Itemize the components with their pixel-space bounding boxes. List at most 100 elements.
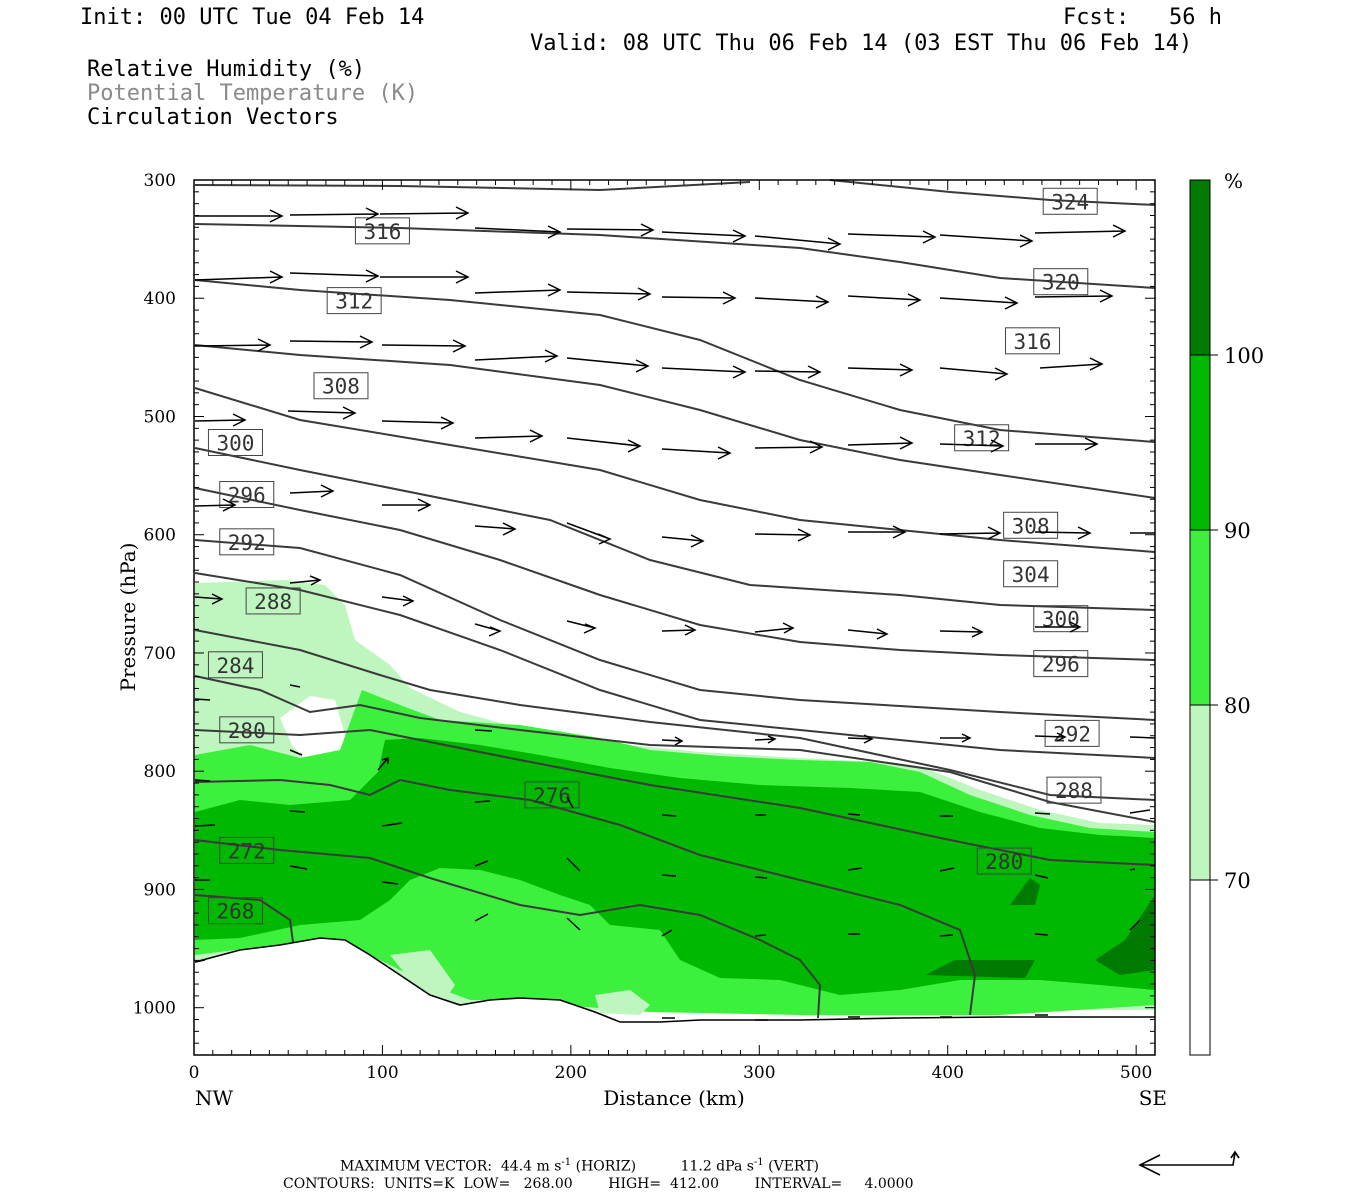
theta-label: 320 xyxy=(1033,268,1089,296)
forecast-hour: Fcst: 56 h xyxy=(1063,5,1222,30)
theta-label-value: 276 xyxy=(533,784,571,808)
y-tick-label: 300 xyxy=(144,171,176,191)
theta-label-box xyxy=(954,424,1010,452)
theta-label-box xyxy=(1046,776,1102,804)
theta-label-box xyxy=(219,481,275,509)
colorbar-label: 100 xyxy=(1224,344,1264,368)
theta-label: 296 xyxy=(219,481,275,509)
vector-row-450 xyxy=(194,335,1104,381)
x-tick-label: 400 xyxy=(931,1063,963,1083)
y-tick-label: 700 xyxy=(144,644,176,664)
theta-label-value: 312 xyxy=(963,427,1001,451)
colorbar-label: 70 xyxy=(1224,869,1251,893)
theta-contour-320 xyxy=(194,223,1156,289)
rh-saturated-patch-3 xyxy=(1095,895,1155,975)
theta-label: 292 xyxy=(1044,719,1100,747)
theta-label-value: 304 xyxy=(1012,563,1050,587)
vector-row-510 xyxy=(194,406,1099,460)
theta-label-value: 316 xyxy=(363,220,401,244)
theta-label-value: 300 xyxy=(1042,608,1080,632)
reference-vector-arrow xyxy=(1138,1150,1240,1176)
rh-colorbar: 70 80 90 100 xyxy=(1189,179,1264,1056)
x-tick-label: 100 xyxy=(366,1063,398,1083)
theta-label: 268 xyxy=(207,897,263,925)
theta-label-box xyxy=(207,651,263,679)
theta-label-box xyxy=(1005,327,1061,355)
theta-contour-316 xyxy=(194,279,1156,443)
vector-row-870 xyxy=(194,810,1136,879)
legend-field-rh: Relative Humidity (%) xyxy=(87,57,366,82)
colorbar-label: 90 xyxy=(1224,519,1251,543)
theta-contours xyxy=(194,179,1156,1019)
vector-row-1000 xyxy=(194,959,1048,1021)
theta-label-value: 280 xyxy=(228,719,266,743)
legend-field-vectors: Circulation Vectors xyxy=(87,105,339,130)
theta-contour-328 xyxy=(194,181,751,192)
theta-contour-312 xyxy=(194,344,1156,499)
theta-label-box xyxy=(1044,719,1100,747)
theta-label-box xyxy=(1033,268,1089,296)
x-axis-left-end: NW xyxy=(195,1086,234,1110)
colorbar-unit: % xyxy=(1224,169,1243,193)
theta-label-box xyxy=(207,897,263,925)
theta-label-box xyxy=(354,217,410,245)
circulation-vectors xyxy=(194,206,1156,1021)
x-tick-labels: 0 100 200 300 400 500 xyxy=(189,1063,1153,1083)
theta-contour-300 xyxy=(194,487,1156,661)
colorbar-segment xyxy=(1190,355,1210,530)
theta-label-value: 288 xyxy=(254,590,292,614)
theta-label: 316 xyxy=(1005,327,1061,355)
theta-label: 308 xyxy=(313,372,369,400)
theta-label: 296 xyxy=(1033,650,1089,678)
theta-label: 308 xyxy=(1003,511,1059,539)
theta-label-value: 296 xyxy=(228,484,266,508)
rh-shading xyxy=(195,580,1155,1015)
theta-label: 304 xyxy=(1003,560,1059,588)
rh-dry-patch-2 xyxy=(595,990,650,1015)
theta-label-box xyxy=(326,287,382,315)
theta-label-value: 320 xyxy=(1042,271,1080,295)
theta-label: 324 xyxy=(1042,187,1098,215)
theta-label-value: 312 xyxy=(335,290,373,314)
colorbar-segment xyxy=(1190,530,1210,705)
vector-row-930 xyxy=(195,865,1141,937)
theta-contour-304 xyxy=(194,447,1156,611)
theta-contour-288 xyxy=(194,629,1156,801)
theta-label-value: 308 xyxy=(1012,514,1050,538)
y-tick-label: 800 xyxy=(144,762,176,782)
max-vector-text: MAXIMUM VECTOR: 44.4 m s-1 (HORIZ) 11.2 … xyxy=(340,1157,820,1175)
x-tick-label: 200 xyxy=(555,1063,587,1083)
theta-label-box xyxy=(976,847,1032,875)
y-tick-labels: 300 400 500 600 700 800 900 1000 xyxy=(133,171,176,1019)
theta-label-box xyxy=(219,528,275,556)
theta-label: 292 xyxy=(219,528,275,556)
theta-contour-276 xyxy=(194,778,977,1016)
theta-label-value: 296 xyxy=(1042,653,1080,677)
y-axis-label: Pressure (hPa) xyxy=(116,543,140,692)
colorbar-frame xyxy=(1189,179,1211,1056)
vector-row-820 xyxy=(194,749,1151,817)
vector-row-740 xyxy=(194,684,1156,746)
vector-row-580 xyxy=(194,484,1155,548)
vector-row-660 xyxy=(194,575,1082,640)
x-tick-label: 500 xyxy=(1120,1063,1152,1083)
y-tick-label: 500 xyxy=(144,407,176,427)
theta-label-box xyxy=(219,836,275,864)
colorbar-segment xyxy=(1190,705,1210,880)
theta-label-value: 284 xyxy=(216,654,254,678)
theta-label-box xyxy=(524,781,580,809)
theta-label: 300 xyxy=(207,429,263,456)
theta-label: 284 xyxy=(207,651,263,679)
y-tick-label: 900 xyxy=(144,880,176,900)
y-tick-label: 1000 xyxy=(133,999,176,1019)
theta-label: 276 xyxy=(524,781,580,809)
theta-label-box xyxy=(1033,650,1089,678)
theta-label-value: 324 xyxy=(1051,190,1089,214)
theta-contour-284 xyxy=(194,675,1156,823)
theta-contour-272 xyxy=(194,839,822,1019)
y-tick-label: 600 xyxy=(144,526,176,546)
theta-label: 272 xyxy=(219,836,275,864)
theta-label: 312 xyxy=(954,424,1010,452)
axis-ticks xyxy=(193,179,1156,1056)
